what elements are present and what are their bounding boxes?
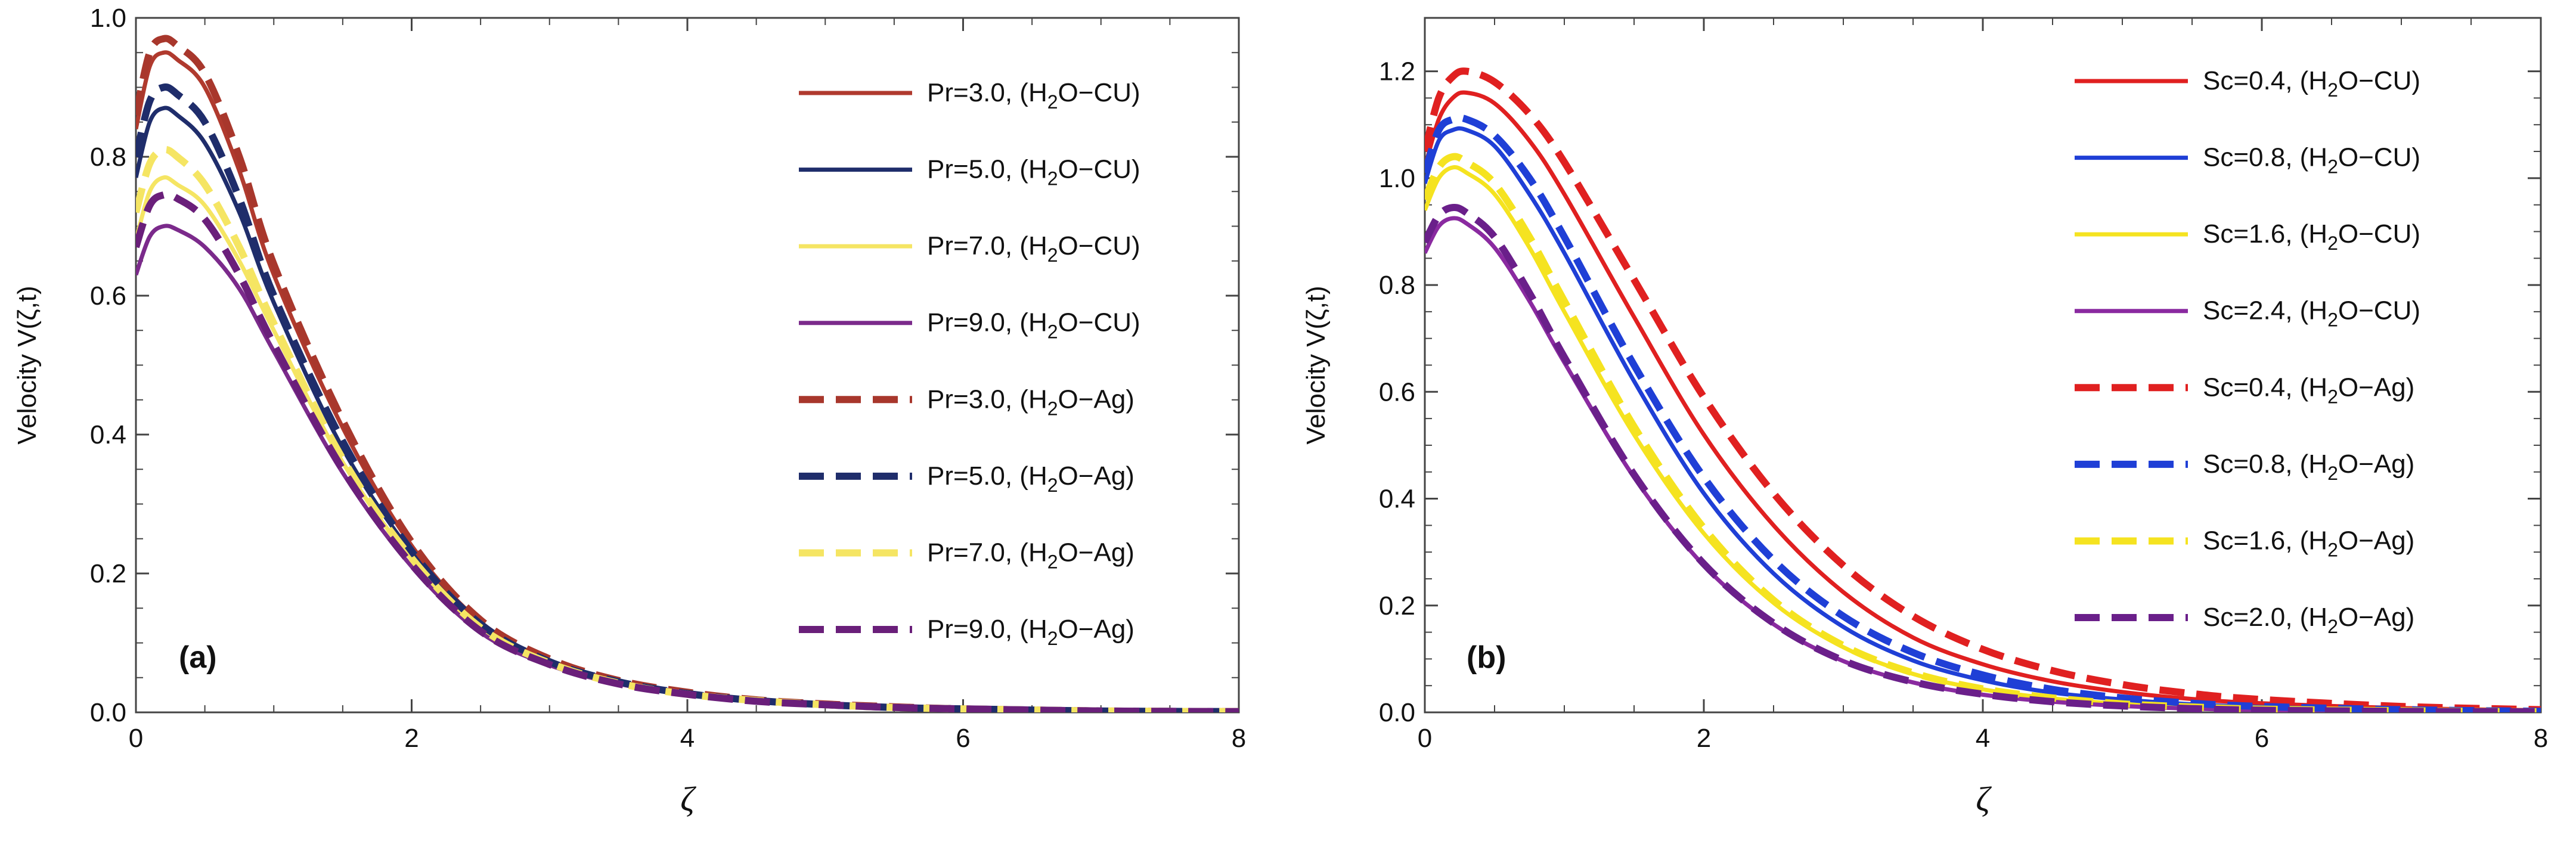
x-tick-label: 6 <box>956 724 970 753</box>
x-tick-label: 8 <box>2534 724 2548 753</box>
x-axis-title: ζ <box>1976 780 1992 818</box>
x-tick-label: 8 <box>1232 724 1246 753</box>
legend-label-6: Sc=0.8, (H2O−Ag) <box>2203 449 2414 484</box>
legend-label-3: Pr=7.0, (H2O−CU) <box>927 231 1140 266</box>
legend-label-8: Pr=9.0, (H2O−Ag) <box>927 615 1134 649</box>
legend-label-8: Sc=2.0, (H2O−Ag) <box>2203 603 2414 637</box>
chart-panel-b: 0.0 0.2 0.4 0.6 0.8 1.0 1.2 0 2 4 6 8 Velocity V(ζ,t… <box>1301 17 2548 818</box>
x-tick-label: 4 <box>680 724 695 753</box>
legend-label-4: Pr=9.0, (H2O−CU) <box>927 308 1140 343</box>
series-line-8 <box>136 191 1239 712</box>
y-axis-title: Velocity V(ζ,t) <box>13 286 42 444</box>
panel-label: (a) <box>179 640 217 675</box>
legend-label-6: Pr=5.0, (H2O−Ag) <box>927 461 1134 496</box>
legend-label-1: Pr=3.0, (H2O−CU) <box>927 78 1140 113</box>
legend-label-1: Sc=0.4, (H2O−CU) <box>2203 66 2420 101</box>
legend-label-5: Pr=3.0, (H2O−Ag) <box>927 384 1134 419</box>
y-tick-label: 0.4 <box>90 420 126 449</box>
y-tick-label: 1.2 <box>1379 57 1415 86</box>
series-line-8 <box>1425 203 2541 712</box>
y-tick-label: 0.4 <box>1379 485 1415 514</box>
legend-label-2: Sc=0.8, (H2O−CU) <box>2203 143 2420 178</box>
y-tick-label: 1.0 <box>90 4 126 33</box>
x-tick-label: 2 <box>1697 724 1711 753</box>
series-line-1 <box>1425 90 2541 712</box>
legend-label-7: Sc=1.6, (H2O−Ag) <box>2203 526 2414 560</box>
y-tick-label: 0.0 <box>1379 698 1415 727</box>
y-tick-label: 0.0 <box>90 698 126 727</box>
y-tick-label: 1.0 <box>1379 164 1415 193</box>
legend-label-7: Pr=7.0, (H2O−Ag) <box>927 538 1134 572</box>
x-tick-label: 0 <box>129 724 143 753</box>
y-tick-label: 0.2 <box>1379 591 1415 621</box>
series-line-5 <box>1425 67 2541 712</box>
series-group <box>1425 67 2541 712</box>
x-tick-label: 6 <box>2255 724 2269 753</box>
legend-label-2: Pr=5.0, (H2O−CU) <box>927 155 1140 190</box>
y-tick-label: 0.8 <box>1379 271 1415 300</box>
series-line-6 <box>136 83 1239 712</box>
panel-label: (b) <box>1467 640 1506 675</box>
legend-label-3: Sc=1.6, (H2O−CU) <box>2203 219 2420 254</box>
legend-label-5: Sc=0.4, (H2O−Ag) <box>2203 373 2414 407</box>
x-tick-label: 4 <box>1976 724 1990 753</box>
y-tick-label: 0.8 <box>90 142 126 172</box>
y-tick-label: 0.6 <box>90 281 126 311</box>
x-tick-label: 0 <box>1418 724 1432 753</box>
x-tick-label: 2 <box>404 724 419 753</box>
x-axis-title: ζ <box>680 780 696 818</box>
series-group <box>136 35 1239 712</box>
y-tick-label: 0.6 <box>1379 377 1415 407</box>
y-axis-title: Velocity V(ζ,t) <box>1301 286 1331 444</box>
chart-panel-a: 0.0 0.2 0.4 0.6 0.8 1.0 0 2 4 6 8 Velocity V(ζ,t) ζ P… <box>13 4 1246 818</box>
legend-label-4: Sc=2.4, (H2O−CU) <box>2203 296 2420 331</box>
y-tick-label: 0.2 <box>90 559 126 588</box>
